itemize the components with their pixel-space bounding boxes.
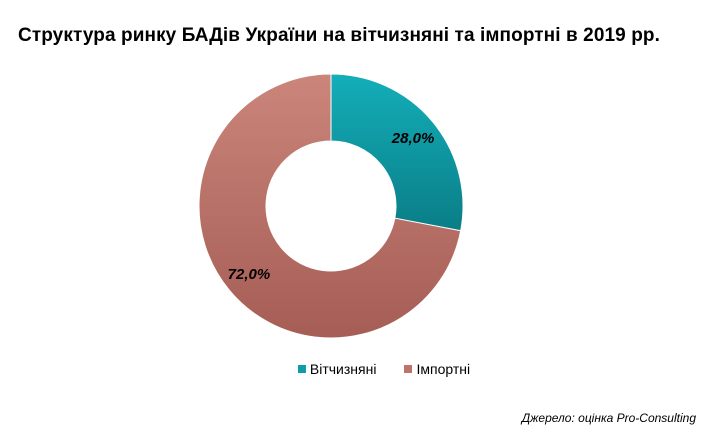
legend-swatch-import (404, 365, 413, 373)
data-label-domestic: 28,0% (391, 130, 435, 147)
legend-label-import: Імпортні (416, 361, 471, 377)
chart-title: Структура ринку БАДів України на вітчизн… (18, 25, 661, 46)
legend-label-domestic: Вітчизняні (309, 361, 377, 377)
donut-slice-import (198, 73, 462, 339)
chart-legend: Вітчизняні Імпортні (0, 361, 718, 377)
data-label-import: 72,0% (228, 266, 271, 283)
donut-slices (198, 73, 464, 339)
legend-item-domestic: Вітчизняні (297, 361, 377, 377)
legend-item-import: Імпортні (404, 361, 470, 377)
donut-data-labels: 28,0% 72,0% (228, 130, 435, 283)
source-note: Джерело: оцінка Pro-Consulting (521, 411, 696, 425)
donut-slice-domestic (330, 73, 464, 232)
legend-swatch-domestic (297, 365, 306, 373)
